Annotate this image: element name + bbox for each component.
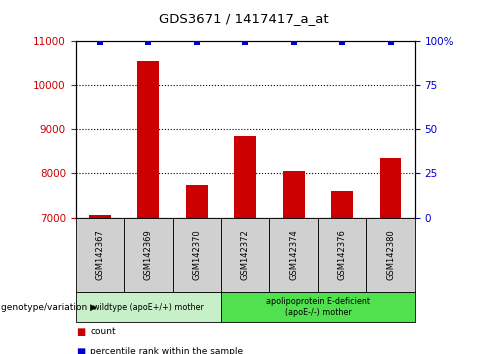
Bar xyxy=(186,184,208,218)
Text: wildtype (apoE+/+) mother: wildtype (apoE+/+) mother xyxy=(93,303,204,312)
Point xyxy=(242,40,249,45)
Text: GDS3671 / 1417417_a_at: GDS3671 / 1417417_a_at xyxy=(159,12,329,25)
Bar xyxy=(234,136,256,218)
Text: percentile rank within the sample: percentile rank within the sample xyxy=(90,347,244,354)
Text: GSM142369: GSM142369 xyxy=(144,229,153,280)
Bar xyxy=(89,216,111,218)
Point xyxy=(338,40,346,45)
Bar xyxy=(331,191,353,218)
Point xyxy=(386,40,394,45)
Text: ■: ■ xyxy=(76,327,85,337)
Bar xyxy=(380,158,402,218)
Text: GSM142374: GSM142374 xyxy=(289,229,298,280)
Point xyxy=(144,40,152,45)
Point xyxy=(290,40,298,45)
Text: ■: ■ xyxy=(76,347,85,354)
Text: GSM142372: GSM142372 xyxy=(241,229,250,280)
Bar xyxy=(138,61,159,218)
Point xyxy=(193,40,201,45)
Text: GSM142376: GSM142376 xyxy=(338,229,346,280)
Point xyxy=(96,40,104,45)
Text: genotype/variation ▶: genotype/variation ▶ xyxy=(1,303,97,312)
Text: GSM142370: GSM142370 xyxy=(192,229,201,280)
Text: apolipoprotein E-deficient
(apoE-/-) mother: apolipoprotein E-deficient (apoE-/-) mot… xyxy=(266,297,370,317)
Bar xyxy=(283,171,305,218)
Text: count: count xyxy=(90,327,116,336)
Text: GSM142380: GSM142380 xyxy=(386,229,395,280)
Text: GSM142367: GSM142367 xyxy=(95,229,104,280)
